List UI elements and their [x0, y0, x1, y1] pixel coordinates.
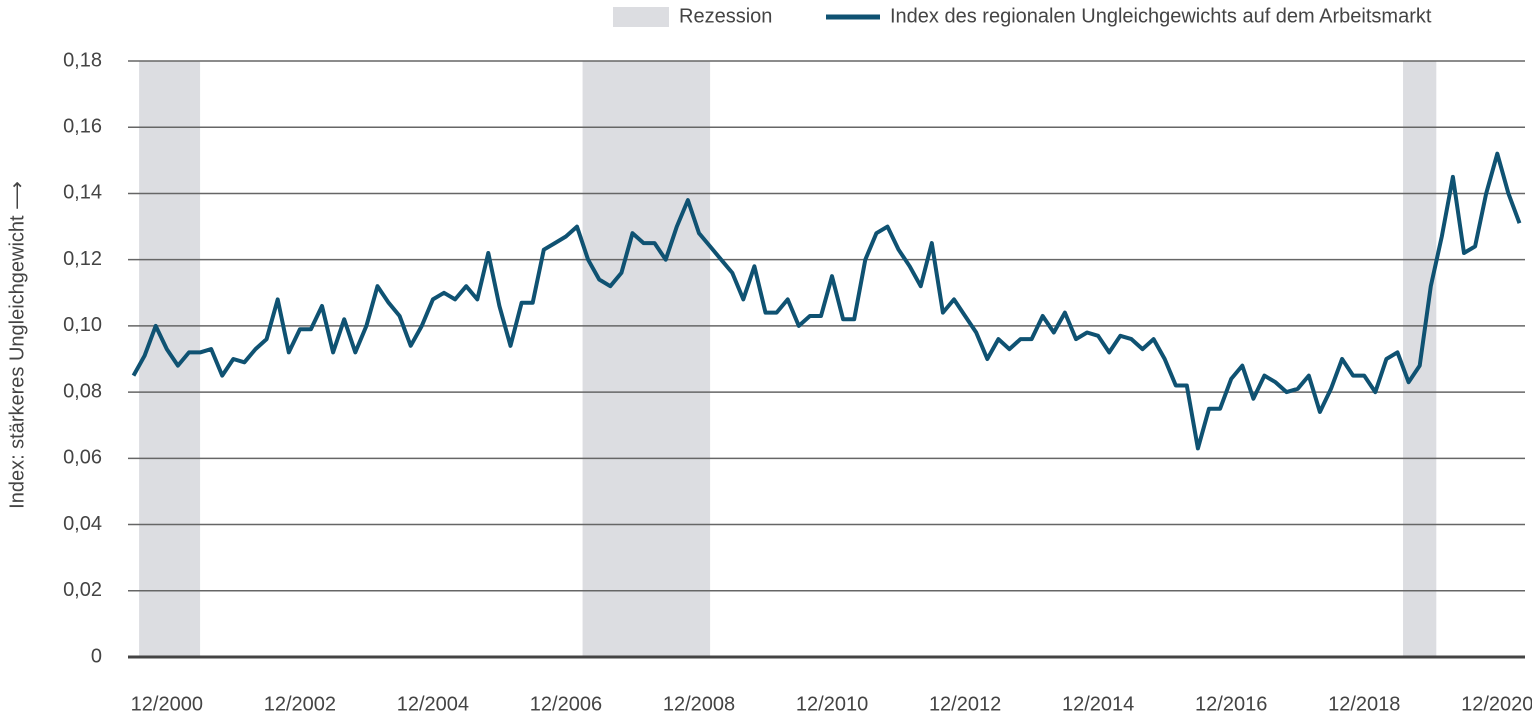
y-tick-label: 0,10 — [63, 314, 102, 336]
x-tick-label: 12/2020 — [1461, 693, 1532, 715]
recession-band — [582, 61, 711, 657]
y-tick-label: 0 — [91, 645, 102, 667]
y-tick-label: 0,04 — [63, 513, 102, 535]
y-axis-label: Index: stärkeres Ungleichgewicht ⟶ — [6, 181, 28, 509]
recession-band — [139, 61, 201, 657]
y-tick-label: 0,02 — [63, 579, 102, 601]
y-tick-label: 0,18 — [63, 49, 102, 71]
y-tick-label: 0,14 — [63, 182, 102, 204]
x-tick-label: 12/2004 — [397, 693, 469, 715]
y-tick-label: 0,16 — [63, 116, 102, 138]
x-tick-label: 12/2010 — [796, 693, 868, 715]
x-tick-label: 12/2018 — [1328, 693, 1400, 715]
x-tick-label: 12/2016 — [1195, 693, 1267, 715]
y-tick-label: 0,08 — [63, 380, 102, 402]
legend-label: Index des regionalen Ungleichgewichts au… — [890, 5, 1432, 27]
legend-swatch — [613, 7, 669, 27]
x-tick-label: 12/2014 — [1062, 693, 1134, 715]
legend-label: Rezession — [679, 5, 772, 27]
x-tick-label: 12/2000 — [131, 693, 203, 715]
x-tick-label: 12/2006 — [530, 693, 602, 715]
y-tick-label: 0,06 — [63, 447, 102, 469]
x-tick-label: 12/2008 — [663, 693, 735, 715]
x-tick-label: 12/2002 — [264, 693, 336, 715]
y-tick-label: 0,12 — [63, 248, 102, 270]
data-line — [131, 151, 1522, 451]
x-tick-label: 12/2012 — [929, 693, 1001, 715]
